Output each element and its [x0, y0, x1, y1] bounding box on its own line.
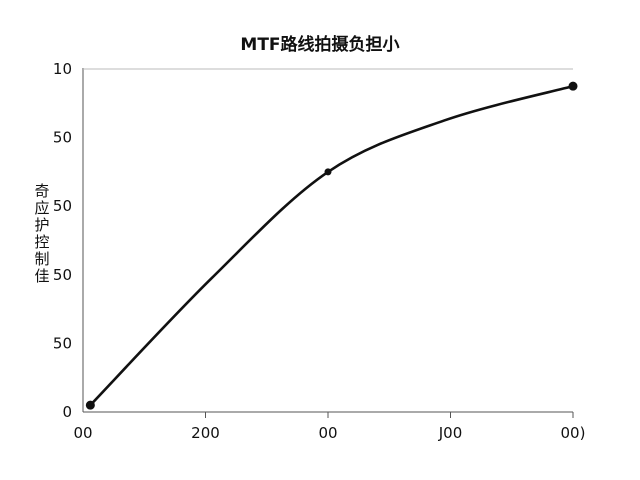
data-point — [85, 400, 95, 410]
x-tick-label: 200 — [191, 424, 220, 442]
y-axis-label-char: 奇 — [34, 182, 49, 200]
x-tick-label: 00) — [561, 424, 586, 442]
series-line — [89, 84, 575, 407]
series-markers — [85, 81, 578, 410]
y-axis-label-char: 佳 — [34, 267, 49, 285]
y-axis-label-char: 控 — [34, 233, 49, 251]
chart-title: MTF路线拍摄负担小 — [240, 34, 399, 55]
y-axis-label-char: 制 — [34, 250, 49, 268]
y-axis-label-char: 应 — [34, 199, 49, 217]
y-tick-label: 10 — [53, 60, 72, 78]
y-tick-label: 50 — [53, 129, 72, 147]
x-ticks: 00 200 00 J00 00) — [73, 412, 585, 442]
y-axis-label-char: 护 — [34, 216, 49, 234]
x-tick-label: 00 — [318, 424, 337, 442]
y-tick-label: 0 — [62, 403, 72, 421]
x-tick-label: J00 — [438, 424, 463, 442]
y-ticks: 0 50 50 50 50 10 — [53, 60, 72, 421]
y-tick-label: 50 — [53, 197, 72, 215]
y-tick-label: 50 — [53, 266, 72, 284]
axes — [82, 68, 573, 413]
data-point — [324, 168, 332, 176]
x-tick-label: 00 — [73, 424, 92, 442]
data-point — [568, 81, 578, 91]
y-tick-label: 50 — [53, 334, 72, 352]
